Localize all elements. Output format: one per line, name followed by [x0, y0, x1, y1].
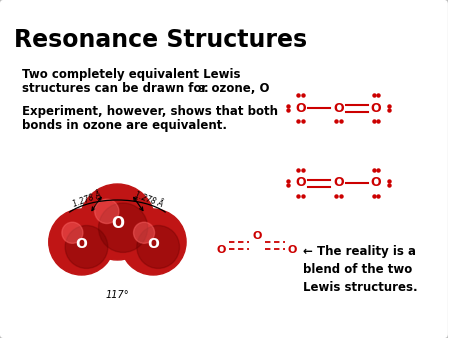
- Text: .: .: [204, 82, 209, 95]
- Text: O: O: [333, 101, 344, 115]
- Text: ← The reality is a
blend of the two
Lewis structures.: ← The reality is a blend of the two Lewi…: [303, 245, 418, 294]
- Circle shape: [134, 222, 154, 243]
- Circle shape: [94, 199, 119, 223]
- Text: O: O: [333, 176, 344, 190]
- Text: 3: 3: [198, 85, 204, 94]
- Circle shape: [65, 225, 108, 268]
- Text: Two completely equivalent Lewis: Two completely equivalent Lewis: [22, 68, 240, 81]
- Text: O: O: [295, 101, 306, 115]
- Text: 117°: 117°: [106, 290, 129, 300]
- Text: O: O: [288, 245, 297, 255]
- Text: O: O: [76, 237, 88, 251]
- Text: Experiment, however, shows that both: Experiment, however, shows that both: [22, 105, 278, 118]
- Circle shape: [49, 209, 114, 275]
- Circle shape: [62, 222, 83, 243]
- Circle shape: [80, 184, 155, 260]
- Circle shape: [137, 225, 180, 268]
- Text: O: O: [147, 237, 159, 251]
- Text: Resonance Structures: Resonance Structures: [14, 28, 307, 52]
- Text: O: O: [295, 176, 306, 190]
- Text: O: O: [371, 101, 382, 115]
- Text: O: O: [252, 231, 261, 241]
- Text: bonds in ozone are equivalent.: bonds in ozone are equivalent.: [22, 119, 227, 132]
- Circle shape: [99, 203, 148, 252]
- Text: structures can be drawn for ozone, O: structures can be drawn for ozone, O: [22, 82, 270, 95]
- Text: O: O: [111, 217, 124, 232]
- Text: O: O: [216, 245, 225, 255]
- Text: 1.278 Å: 1.278 Å: [133, 191, 164, 209]
- Text: 1.278 Å: 1.278 Å: [71, 191, 102, 209]
- Text: O: O: [371, 176, 382, 190]
- Circle shape: [121, 209, 186, 275]
